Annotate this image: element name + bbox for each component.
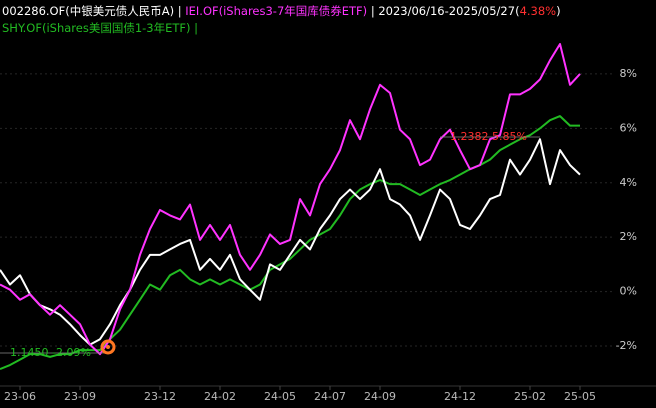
y-tick-label: 2% (620, 230, 637, 243)
paren: ) (556, 4, 561, 18)
annotation: 1.2382 5.85% (450, 130, 527, 143)
paren: ( (515, 4, 520, 18)
x-tick-label: 24-07 (314, 390, 346, 403)
legend-entry: 002286.OF(中银美元债人民币A) (2, 4, 175, 18)
legend-entry: SHY.OF(iShares美国国债1-3年ETF) (2, 21, 191, 35)
y-tick-label: 0% (620, 285, 637, 298)
legend-header: 002286.OF(中银美元债人民币A) | IEI.OF(iShares3-7… (2, 3, 654, 37)
annotation: 1.1450 -2.09% (10, 346, 91, 359)
x-tick-label: 24-09 (364, 390, 396, 403)
x-tick-label: 23-12 (144, 390, 176, 403)
x-tick-label: 24-05 (264, 390, 296, 403)
cursor-dot (106, 345, 110, 349)
separator: | (194, 21, 199, 35)
series-line (0, 43, 581, 356)
x-tick-label: 24-02 (204, 390, 236, 403)
series-line (0, 115, 580, 371)
separator: | (370, 4, 375, 18)
y-tick-label: 6% (620, 121, 637, 134)
y-tick-label: -2% (616, 339, 637, 352)
x-tick-label: 25-02 (514, 390, 546, 403)
y-tick-label: 4% (620, 176, 637, 189)
separator: | (177, 4, 182, 18)
x-tick-label: 23-09 (64, 390, 96, 403)
range-change: 4.38% (519, 4, 557, 18)
x-tick-label: 25-05 (564, 390, 596, 403)
cursor-marker (100, 339, 116, 355)
series-line (0, 138, 581, 346)
x-tick-label: 23-06 (4, 390, 36, 403)
date-range: 2023/06/16-2025/05/27 (378, 4, 516, 18)
legend-entry: IEI.OF(iShares3-7年国库债券ETF) (185, 4, 368, 18)
x-tick-label: 24-12 (444, 390, 476, 403)
y-tick-label: 8% (620, 67, 637, 80)
